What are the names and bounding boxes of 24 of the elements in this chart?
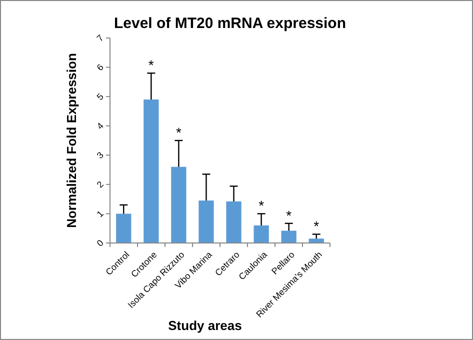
bar xyxy=(281,230,296,243)
bar xyxy=(144,100,159,243)
y-tick-label: 7 xyxy=(94,32,106,44)
annotation: * xyxy=(176,124,182,140)
y-tick-label: 1 xyxy=(94,208,106,220)
y-tick-label: 2 xyxy=(94,179,106,190)
annotation: * xyxy=(258,198,265,214)
annotation: * xyxy=(286,207,292,224)
y-tick-label: 4 xyxy=(94,120,106,132)
bar xyxy=(198,200,214,243)
bar xyxy=(116,214,132,243)
y-tick-label: 0 xyxy=(94,238,106,248)
bar xyxy=(171,166,186,243)
annotation: * xyxy=(314,218,320,234)
y-axis-title: Normalized Fold Expression xyxy=(64,53,79,228)
annotation: * xyxy=(148,57,154,74)
bar xyxy=(254,225,269,243)
bar xyxy=(226,201,242,243)
y-tick-label: 3 xyxy=(94,150,106,161)
y-tick-label: 6 xyxy=(94,62,106,73)
bar xyxy=(308,238,324,243)
y-tick-label: 5 xyxy=(94,91,106,102)
x-axis-title: Study areas xyxy=(168,318,242,333)
chart-title: Level of MT20 mRNA expression xyxy=(114,15,346,32)
